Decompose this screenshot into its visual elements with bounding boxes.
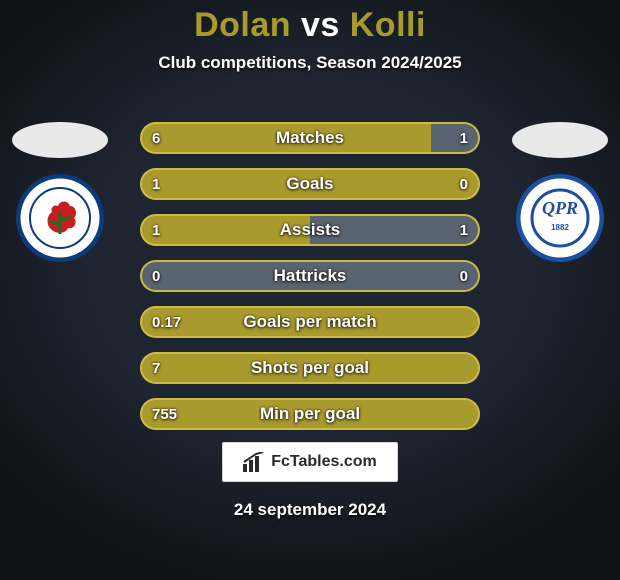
stat-value-right: 1: [460, 122, 468, 154]
stat-value-right: 1: [460, 214, 468, 246]
stat-fill-left: [140, 122, 431, 154]
stat-label: Hattricks: [140, 260, 480, 292]
title-left-name: Dolan: [194, 6, 291, 44]
stat-row-goals: Goals10: [140, 168, 480, 200]
stat-row-min-per-goal: Min per goal755: [140, 398, 480, 430]
page-title: Dolan vs Kolli: [194, 6, 426, 45]
stat-fill-left: [140, 352, 480, 384]
stat-row-matches: Matches61: [140, 122, 480, 154]
svg-text:QPR: QPR: [542, 198, 578, 218]
stat-row-shots-per-goal: Shots per goal7: [140, 352, 480, 384]
stat-fill-left: [140, 398, 480, 430]
chart-icon: [243, 452, 265, 472]
stat-row-hattricks: Hattricks0 0: [140, 260, 480, 292]
player-left-column: [0, 110, 120, 262]
date-label: 24 september 2024: [0, 500, 620, 520]
title-vs: vs: [301, 6, 340, 44]
subtitle: Club competitions, Season 2024/2025: [158, 53, 461, 73]
player-right-silhouette: [510, 110, 610, 170]
player-right-crest: QPR 1882: [516, 174, 604, 262]
title-right-name: Kolli: [350, 6, 426, 44]
stat-bars: Matches61 Goals10 Assists11 Hattricks0 0 Goal…: [140, 122, 480, 430]
stat-row-border: [140, 260, 480, 292]
player-right-column: QPR 1882: [500, 110, 620, 262]
svg-text:1882: 1882: [551, 223, 569, 232]
fctables-logo: FcTables.com: [222, 442, 398, 482]
player-left-silhouette: [10, 110, 110, 170]
stat-value-right: 0: [460, 260, 468, 292]
stat-row-assists: Assists11: [140, 214, 480, 246]
stat-row-goals-per-match: Goals per match0.17: [140, 306, 480, 338]
stat-fill-left: [140, 214, 310, 246]
stat-value-left: 0: [152, 260, 160, 292]
stat-fill-left: [140, 168, 480, 200]
stat-fill-left: [140, 306, 480, 338]
logo-text: FcTables.com: [271, 453, 377, 471]
player-left-crest: [16, 174, 104, 262]
